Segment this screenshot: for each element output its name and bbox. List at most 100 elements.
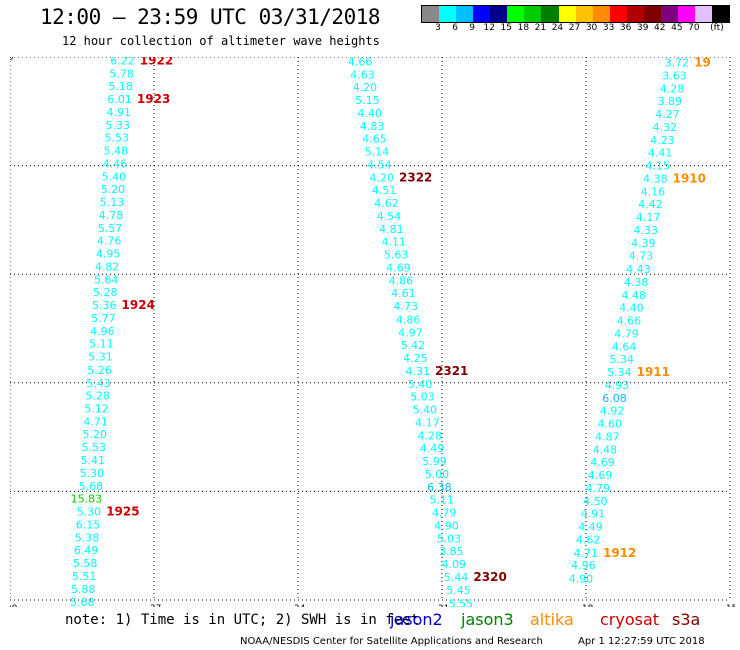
swh-value-cryosat: 5.28 [85, 389, 110, 402]
swh-value-s3a: 4.63 [350, 68, 375, 81]
swh-value-cryosat: 4.71 [83, 415, 108, 428]
swh-value-s3a: 5.40 [408, 378, 433, 391]
time-label-cryosat: 1925 [106, 504, 139, 518]
swh-value-s3a: 5.00 [425, 468, 450, 481]
swh-value-s3a: 4.79 [432, 507, 457, 520]
swh-value-s3a: 5.63 [384, 249, 409, 262]
swh-value-s3a: 5.15 [355, 94, 380, 107]
swh-value-cryosat: 6.15 [76, 519, 101, 532]
time-label-cryosat: 1922 [140, 57, 173, 67]
swh-value-cryosat: 5.68 [70, 596, 95, 607]
legend-label: 36 [619, 23, 632, 33]
swh-value-altika: 4.40 [619, 301, 644, 314]
swh-value-altika: 4.48 [622, 289, 647, 302]
swh-value-s3a: 4.31 [406, 365, 431, 378]
swh-value-altika: 4.93 [605, 379, 630, 392]
legend-label: 21 [534, 23, 547, 33]
swh-value-altika: 4.43 [626, 263, 651, 276]
swh-value-s3a: 4.49 [420, 442, 445, 455]
swh-value-cryosat: 6.01 [107, 93, 132, 106]
legend-swatch [660, 6, 678, 22]
swh-value-cryosat: 5.18 [108, 80, 133, 93]
swh-value-cryosat: 5.13 [100, 196, 125, 209]
swh-value-s3a: 5.44 [444, 571, 469, 584]
swh-value-s3a: 4.17 [415, 416, 440, 429]
swh-value-altika: 5.34 [607, 366, 632, 379]
swh-value-altika: 4.32 [653, 121, 678, 134]
satellite-label-jason2: jason2 [390, 610, 443, 629]
swh-value-altika: 4.41 [648, 147, 673, 160]
time-label-altika: 1912 [603, 546, 636, 560]
legend-label: 6 [452, 23, 458, 33]
swh-value-altika: 4.38 [624, 276, 649, 289]
swh-value-cryosat: 5.20 [82, 428, 107, 441]
legend-swatch [507, 6, 525, 22]
swh-value-s3a: 4.69 [386, 262, 411, 275]
time-label-altika: 1910 [673, 172, 706, 186]
swh-value-cryosat: 5.36 [92, 299, 117, 312]
swh-value-cryosat: 5.41 [81, 454, 106, 467]
color-legend-labels: 3 6 9 12 15 18 21 24 27 30 33 36 39 42 45 70 (ft) [421, 23, 740, 35]
swh-value-s3a: 5.42 [401, 339, 426, 352]
swh-value-altika: 4.69 [588, 469, 613, 482]
swh-value-altika: 3.63 [662, 69, 687, 82]
swh-value-altika: 6.08 [602, 392, 627, 405]
swh-value-cryosat: 4.78 [99, 209, 124, 222]
legend-swatch [456, 6, 474, 22]
swh-value-s3a: 6.38 [427, 481, 452, 494]
swh-value-s3a: 5.45 [446, 584, 471, 597]
swh-value-cryosat: 5.38 [75, 532, 100, 545]
time-label-cryosat: 1924 [122, 298, 155, 312]
swh-value-s3a: 4.86 [396, 313, 421, 326]
time-label-s3a: 2321 [435, 364, 468, 378]
swh-value-altika: 4.48 [593, 444, 618, 457]
satellite-label-s3a: s3a [672, 610, 701, 629]
swh-value-altika: 4.38 [643, 173, 668, 186]
swh-value-cryosat: 5.26 [87, 364, 112, 377]
swh-value-s3a: 4.40 [358, 107, 383, 120]
legend-swatch [592, 6, 610, 22]
wave-height-plot: -30-27-24-21-18-1502468106.225.785.186.0… [10, 57, 735, 607]
swh-value-cryosat: 5.33 [106, 119, 131, 132]
legend-swatch [677, 6, 695, 22]
swh-value-s3a: 4.09 [442, 558, 467, 571]
swh-value-s3a: 4.11 [382, 236, 407, 249]
legend-swatch [473, 6, 491, 22]
swh-value-s3a: 5.14 [365, 145, 390, 158]
swh-value-altika: 4.79 [614, 327, 639, 340]
swh-value-cryosat: 5.43 [86, 377, 111, 390]
swh-value-cryosat: 5.30 [77, 505, 102, 518]
swh-value-cryosat: 4.95 [96, 248, 121, 261]
x-tick-label: -24 [291, 604, 306, 607]
swh-value-s3a: 4.66 [348, 57, 373, 68]
x-tick-label: -27 [147, 604, 162, 607]
swh-value-altika: 4.96 [571, 559, 596, 572]
swh-value-s3a: 3.85 [439, 545, 464, 558]
legend-swatch [558, 6, 576, 22]
swh-value-s3a: 4.61 [391, 287, 416, 300]
swh-value-s3a: 4.81 [379, 223, 404, 236]
swh-value-altika: 4.50 [583, 495, 608, 508]
swh-value-cryosat: 5.51 [72, 570, 97, 583]
swh-value-cryosat: 4.82 [95, 261, 120, 274]
legend-swatch [643, 6, 661, 22]
legend-label: 9 [469, 23, 476, 33]
swh-value-altika: 4.62 [576, 534, 601, 547]
time-label-s3a: 2322 [399, 171, 432, 185]
swh-value-altika: 4.23 [650, 134, 675, 147]
legend-label: 39 [636, 23, 649, 33]
legend-label: (ft) [710, 23, 724, 33]
x-tick-label: -30 [10, 604, 18, 607]
swh-value-altika: 4.28 [660, 82, 685, 95]
y-tick-label: 10 [10, 57, 14, 63]
legend-label: 33 [602, 23, 615, 33]
swh-value-altika: 3.72 [665, 57, 690, 69]
swh-value-altika: 4.92 [600, 404, 625, 417]
swh-value-cryosat: 5.53 [105, 131, 130, 144]
legend-swatch [609, 6, 627, 22]
swh-value-altika: 4.15 [646, 160, 671, 173]
swh-value-s3a: 4.86 [389, 275, 414, 288]
swh-value-cryosat: 5.88 [71, 583, 96, 596]
swh-value-altika: 4.60 [598, 418, 623, 431]
swh-value-s3a: 4.25 [403, 352, 428, 365]
